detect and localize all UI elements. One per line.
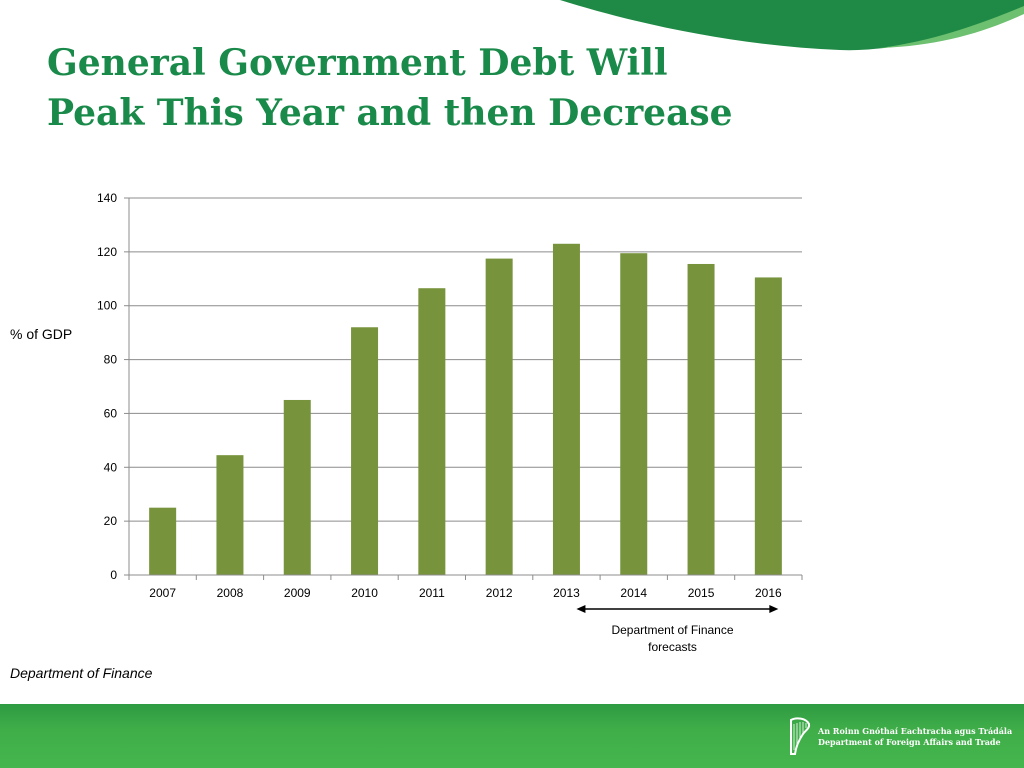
footer-logo: An Roinn Gnóthaí Eachtracha agus Trádála… — [786, 716, 1012, 758]
x-tick-label: 2013 — [553, 586, 580, 600]
bar — [149, 507, 177, 575]
y-tick-label: 40 — [104, 460, 118, 474]
y-tick-label: 60 — [104, 406, 118, 420]
bar — [283, 399, 311, 575]
y-tick-label: 0 — [110, 568, 117, 582]
source-note: Department of Finance — [10, 665, 153, 681]
y-tick-labels: 0 20 40 60 80 100 120 140 — [97, 191, 117, 582]
bar — [552, 243, 580, 575]
slide-title-line-2: Peak This Year and then Decrease — [47, 92, 733, 134]
forecast-note: Department of Finance forecasts — [585, 622, 760, 656]
forecast-arrow-head-left — [576, 605, 586, 613]
harp-icon — [790, 717, 811, 755]
bar — [620, 253, 648, 575]
y-tick-label: 100 — [97, 299, 117, 313]
slide-title: General Government Debt Will Peak This Y… — [47, 38, 733, 138]
forecast-note-line-1: Department of Finance — [611, 623, 734, 637]
bar — [418, 288, 446, 575]
footer-band — [0, 704, 1024, 768]
department-names: An Roinn Gnóthaí Eachtracha agus Trádála… — [818, 726, 1012, 748]
top-green-swoosh — [560, 0, 1024, 51]
bar — [687, 263, 715, 575]
bar — [754, 277, 782, 575]
forecast-note-line-2: forecasts — [648, 640, 697, 654]
department-name-english: Department of Foreign Affairs and Trade — [818, 737, 1001, 747]
bar — [351, 327, 379, 575]
forecast-arrow-head-right — [769, 605, 779, 613]
x-tick-label: 2014 — [620, 586, 647, 600]
y-axis-title: % of GDP — [10, 326, 73, 342]
axes — [124, 197, 803, 580]
y-tick-label: 140 — [97, 191, 117, 205]
y-tick-label: 20 — [104, 514, 118, 528]
x-tick-label: 2007 — [149, 586, 176, 600]
x-tick-label: 2009 — [284, 586, 311, 600]
x-tick-label: 2008 — [217, 586, 244, 600]
x-tick-labels: 2007 2008 2009 2010 2011 2012 2013 2014 2015 2016 — [149, 586, 782, 600]
bar — [485, 258, 513, 575]
slide-title-line-1: General Government Debt Will — [47, 42, 668, 84]
double-arrow-icon — [576, 605, 779, 613]
y-tick-label: 80 — [104, 353, 118, 367]
x-tick-label: 2011 — [419, 586, 445, 600]
x-tick-label: 2012 — [486, 586, 513, 600]
department-name-irish: An Roinn Gnóthaí Eachtracha agus Trádála — [818, 726, 1013, 736]
x-tick-label: 2015 — [688, 586, 715, 600]
x-tick-label: 2016 — [755, 586, 782, 600]
bar — [216, 455, 244, 575]
bars — [149, 243, 782, 575]
y-tick-label: 120 — [97, 245, 117, 259]
x-tick-label: 2010 — [351, 586, 378, 600]
